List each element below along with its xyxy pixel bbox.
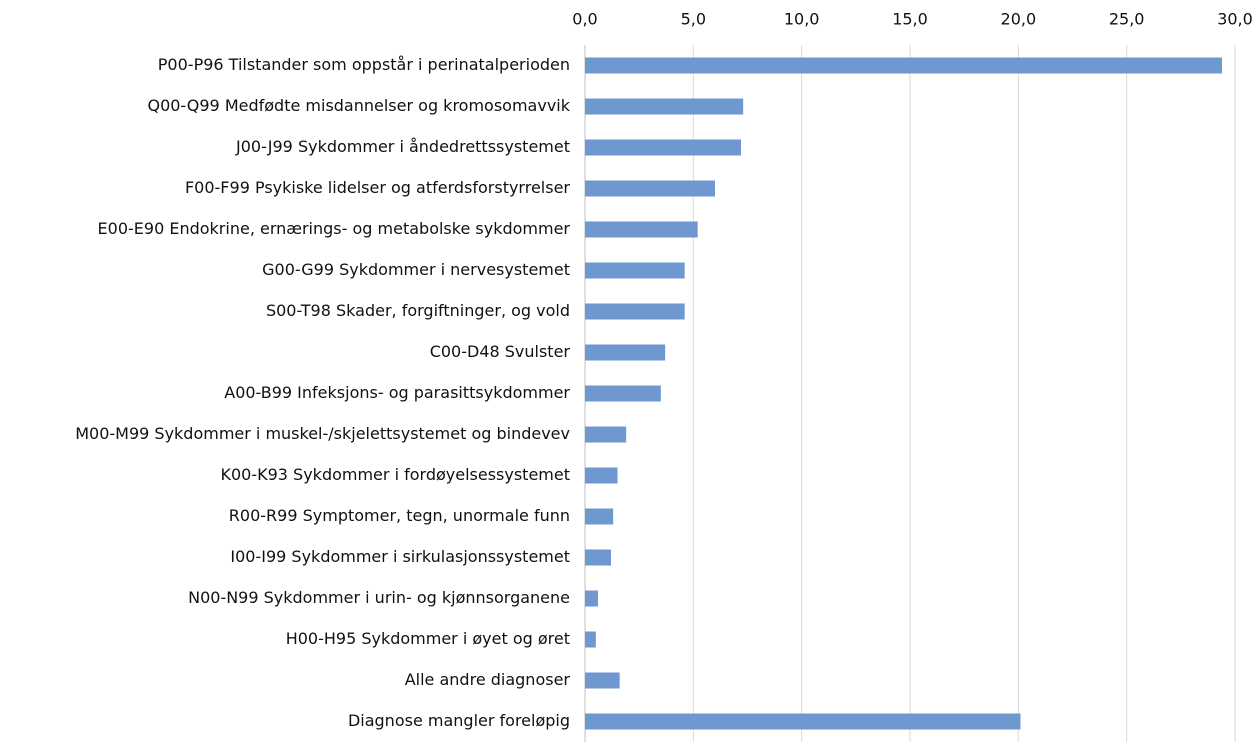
y-tick-label: F00-F99 Psykiske lidelser og atferdsfors… — [185, 178, 570, 197]
bar — [585, 590, 598, 607]
y-tick-label: P00-P96 Tilstander som oppstår i perinat… — [158, 55, 570, 74]
y-tick-label: M00-M99 Sykdommer i muskel-/skjelettsyst… — [75, 424, 570, 443]
x-tick-label: 15,0 — [892, 10, 928, 29]
y-tick-label: K00-K93 Sykdommer i fordøyelsessystemet — [220, 465, 570, 484]
bar — [585, 426, 627, 443]
y-tick-label: R00-R99 Symptomer, tegn, unormale funn — [229, 506, 570, 525]
x-tick-label: 25,0 — [1109, 10, 1145, 29]
y-tick-label: C00-D48 Svulster — [430, 342, 571, 361]
bar — [585, 57, 1222, 74]
y-tick-label: A00-B99 Infeksjons- og parasittsykdommer — [224, 383, 570, 402]
bar — [585, 344, 666, 361]
x-tick-label: 0,0 — [572, 10, 597, 29]
bar — [585, 385, 661, 402]
bar — [585, 98, 744, 115]
bar — [585, 672, 620, 689]
y-tick-label: J00-J99 Sykdommer i åndedrettssystemet — [235, 137, 570, 156]
bar — [585, 508, 614, 525]
x-tick-label: 20,0 — [1001, 10, 1037, 29]
bar — [585, 262, 685, 279]
y-tick-label: G00-G99 Sykdommer i nervesystemet — [262, 260, 570, 279]
bar — [585, 631, 596, 648]
bar — [585, 467, 618, 484]
y-tick-label: S00-T98 Skader, forgiftninger, og vold — [266, 301, 570, 320]
y-tick-label: Q00-Q99 Medfødte misdannelser og kromoso… — [147, 96, 570, 115]
x-tick-label: 10,0 — [784, 10, 820, 29]
y-tick-label: H00-H95 Sykdommer i øyet og øret — [286, 629, 570, 648]
y-tick-label: Alle andre diagnoser — [405, 670, 571, 689]
bar — [585, 221, 698, 238]
bar — [585, 180, 715, 197]
y-tick-label: Diagnose mangler foreløpig — [348, 711, 570, 730]
y-tick-label: E00-E90 Endokrine, ernærings- og metabol… — [98, 219, 571, 238]
y-tick-label: I00-I99 Sykdommer i sirkulasjonssystemet — [230, 547, 570, 566]
bar — [585, 139, 741, 156]
bar — [585, 303, 685, 320]
x-tick-label: 30,0 — [1217, 10, 1253, 29]
bar — [585, 713, 1021, 730]
bar — [585, 549, 611, 566]
y-tick-label: N00-N99 Sykdommer i urin- og kjønnsorgan… — [188, 588, 570, 607]
x-tick-label: 5,0 — [681, 10, 706, 29]
